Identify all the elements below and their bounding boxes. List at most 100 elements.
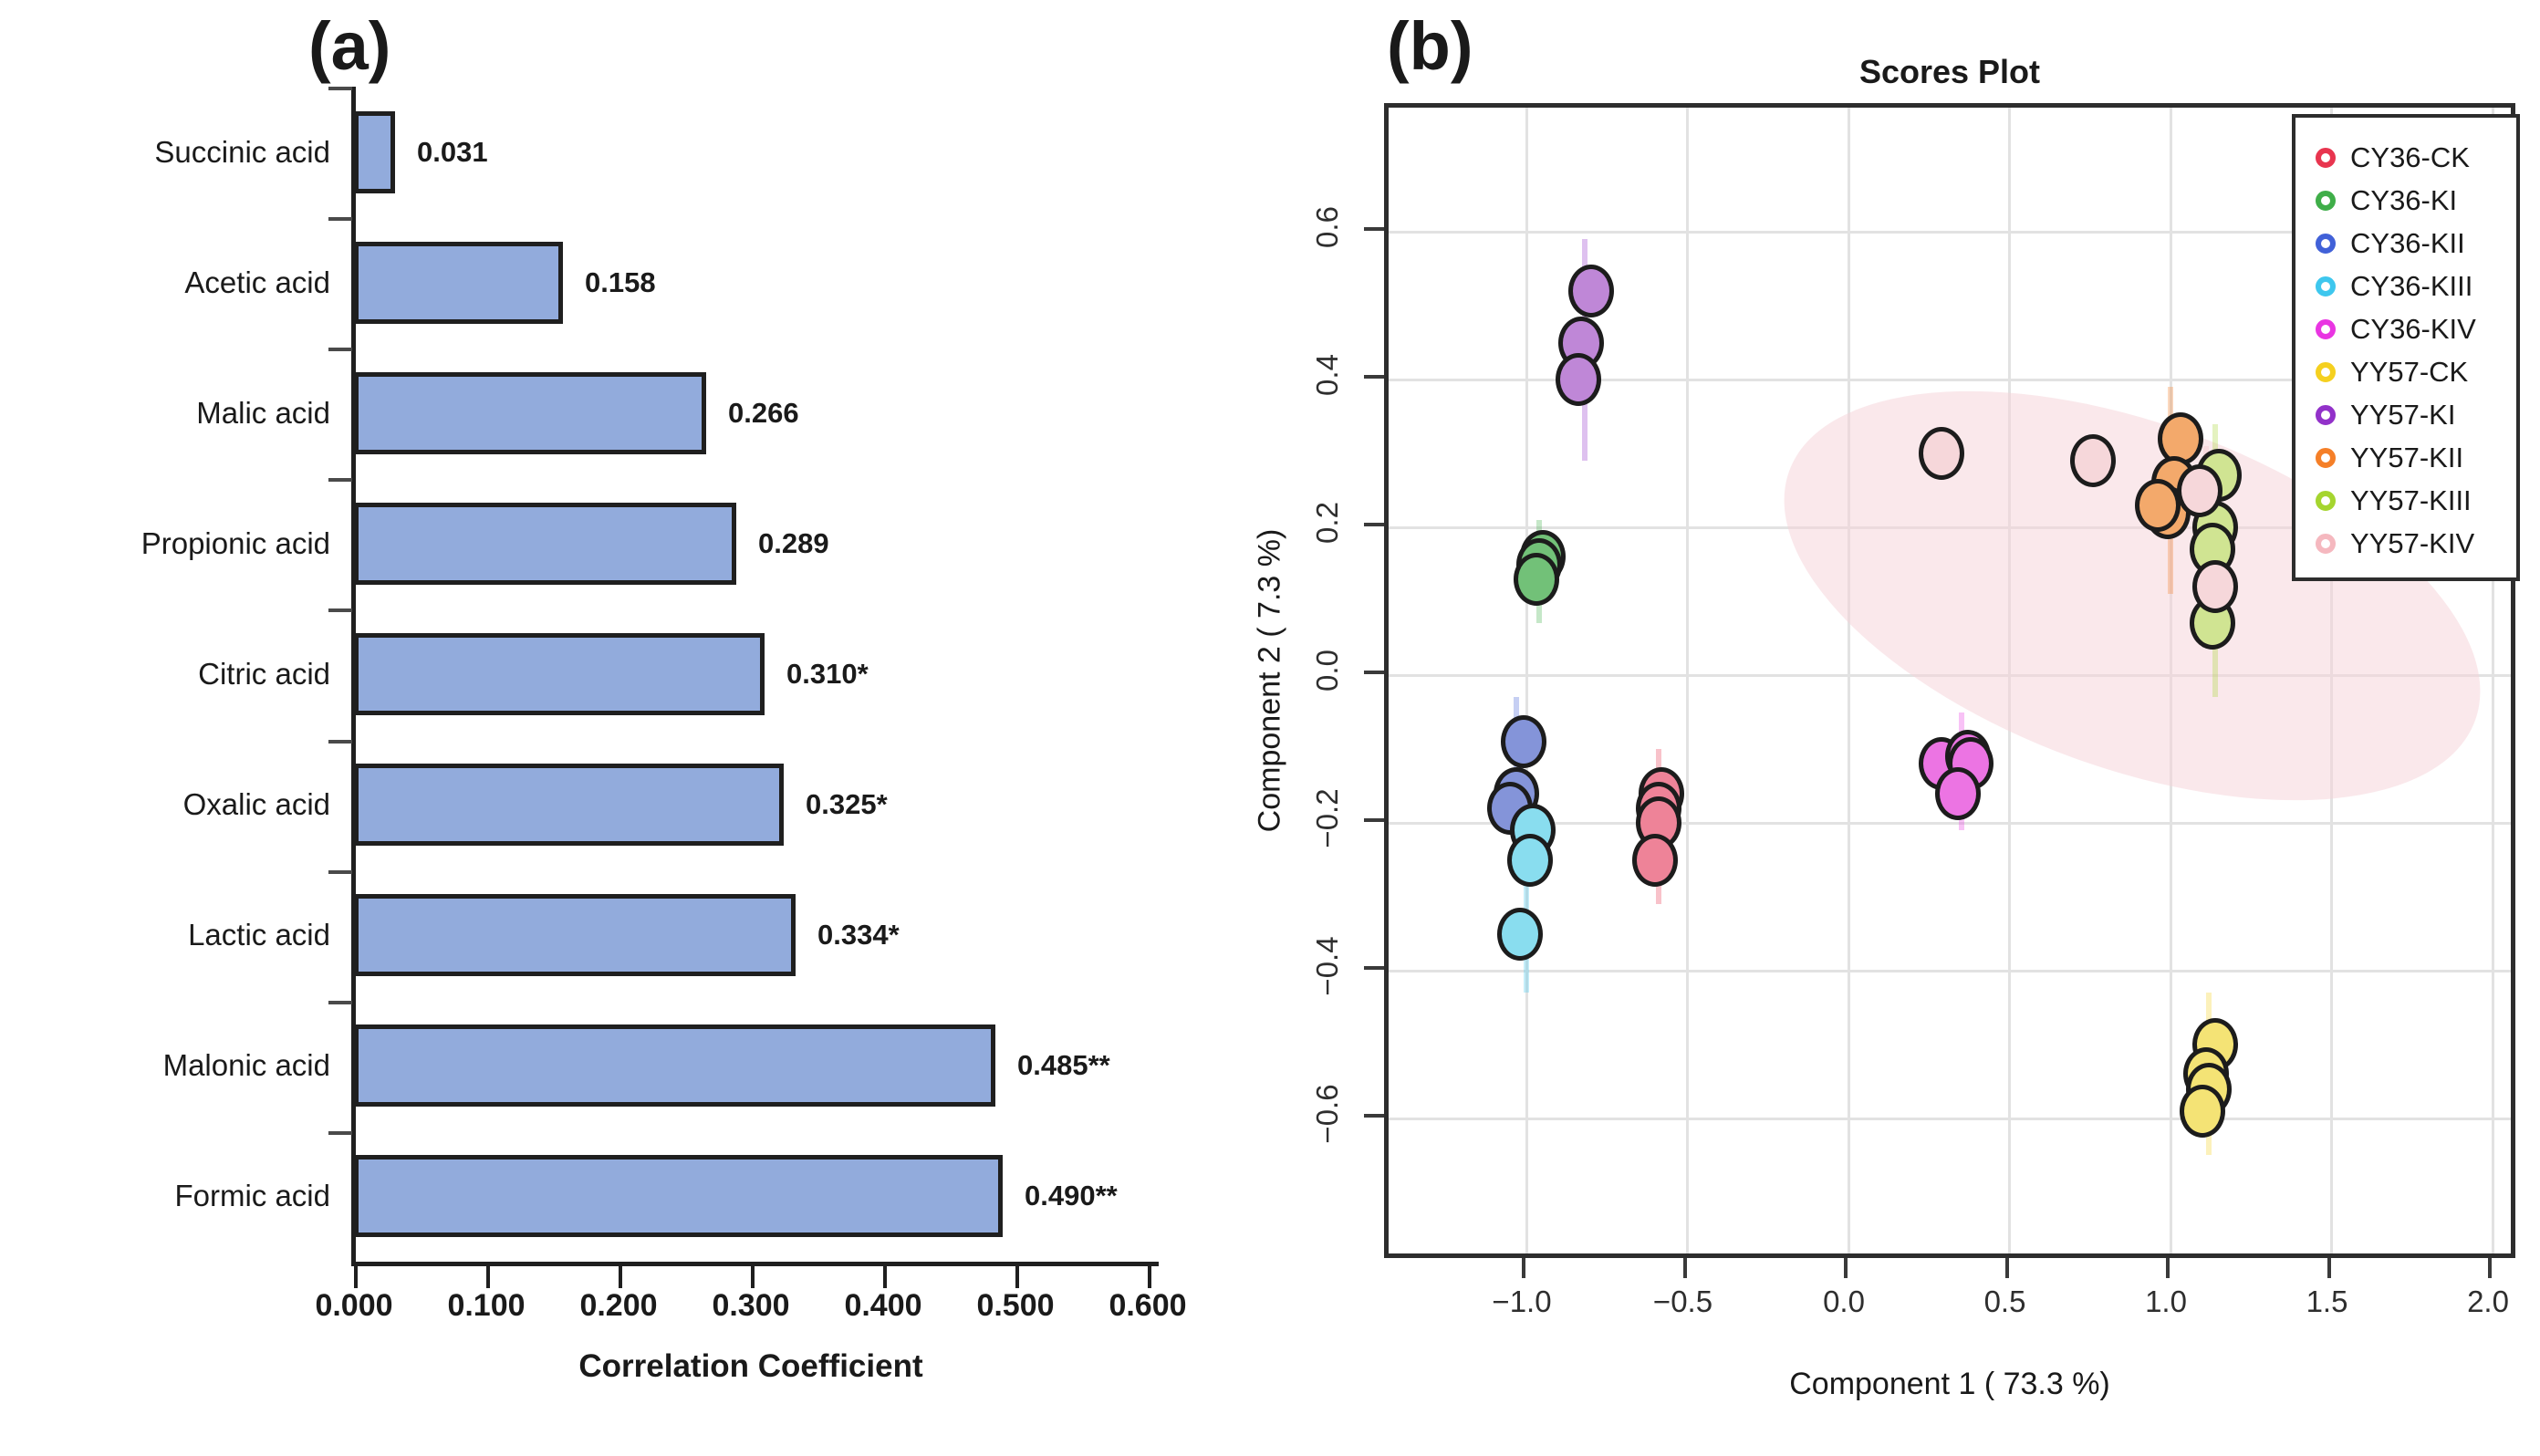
value-axis-tick-label: 0.200 (579, 1288, 658, 1323)
data-point-CY36-KIII (1496, 907, 1543, 961)
legend-ring-icon (2316, 404, 2336, 425)
value-axis-tick (619, 1266, 622, 1288)
bar-succinic-acid (354, 110, 395, 193)
legend-label: CY36-KIV (2350, 312, 2476, 345)
scatter-legend: CY36-CK CY36-KI CY36-KII CY36-KIII CY36-KIV Y… (2292, 114, 2520, 581)
scatter-x-tick-label: 0.5 (1983, 1284, 2026, 1318)
scatter-y-tick (1364, 1114, 1384, 1118)
data-point-YY57-KIV (1919, 427, 1965, 480)
data-point-YY57-KII (2134, 478, 2181, 532)
legend-item-CY36-KIII: CY36-KIII (2316, 265, 2516, 307)
scatter-x-tick-label: 2.0 (2467, 1284, 2509, 1318)
scatter-x-tick-label: 0.0 (1823, 1284, 1865, 1318)
scores-plot-title: Scores Plot (1858, 53, 2041, 90)
legend-item-CY36-KIV: CY36-KIV (2316, 307, 2516, 350)
data-point-CY36-KI (1513, 552, 1559, 606)
legend-ring-icon (2316, 147, 2336, 168)
category-axis-tick (328, 217, 352, 222)
bar-chart-category-axis (351, 87, 356, 1266)
value-axis-tick (486, 1266, 490, 1288)
gridline-vertical (1686, 108, 1689, 1253)
scatter-x-tick (1844, 1258, 1848, 1278)
scatter-x-axis-title: Component 1 ( 73.3 %) (1789, 1367, 2110, 1401)
legend-label: YY57-CK (2350, 355, 2469, 388)
legend-item-YY57-KIV: YY57-KIV (2316, 522, 2516, 565)
value-axis-tick-label: 0.400 (844, 1288, 922, 1323)
gridline-vertical (1847, 108, 1850, 1253)
bar-citric-acid (354, 633, 765, 715)
scatter-y-tick (1364, 966, 1384, 970)
category-axis-tick (328, 87, 352, 90)
scatter-plot-area (1384, 103, 2515, 1258)
bar-value-label: 0.158 (585, 265, 656, 298)
bar-chart-plot-area: 0.031 0.158 0.266 0.289 0.310* 0.325* 0.334* 0.… (354, 87, 1148, 1262)
value-axis-tick (354, 1266, 358, 1288)
scatter-x-tick-label: −0.5 (1652, 1284, 1713, 1318)
bar-category-label: Malonic acid (162, 1048, 330, 1083)
gridline-horizontal (1389, 821, 2511, 825)
bar-value-label: 0.334* (817, 919, 900, 952)
bar-malic-acid (354, 371, 706, 454)
bar-value-label: 0.031 (417, 135, 488, 168)
scatter-x-tick-label: 1.0 (2145, 1284, 2187, 1318)
bar-category-label: Malic acid (196, 395, 330, 430)
value-axis-tick (883, 1266, 887, 1288)
gridline-vertical (2491, 108, 2494, 1253)
scatter-x-tick (2327, 1258, 2331, 1278)
bar-acetic-acid (354, 241, 563, 324)
value-axis-tick-label: 0.300 (712, 1288, 790, 1323)
legend-label: CY36-KIII (2350, 269, 2473, 302)
scatter-x-tick (1522, 1258, 1525, 1278)
legend-ring-icon (2316, 190, 2336, 211)
bar-category-label: Lactic acid (188, 918, 330, 952)
bar-category-label: Oxalic acid (182, 787, 330, 822)
bar-category-label: Succinic acid (154, 134, 330, 169)
scatter-y-tick (1364, 375, 1384, 379)
legend-item-CY36-KI: CY36-KI (2316, 179, 2516, 222)
data-point-CY36-KIV (1935, 766, 1981, 820)
data-point-CY36-KIII (1506, 833, 1553, 887)
legend-item-YY57-KII: YY57-KII (2316, 436, 2516, 479)
category-axis-tick (328, 1130, 352, 1135)
legend-ring-icon (2316, 318, 2336, 339)
bar-category-label: Formic acid (174, 1179, 330, 1213)
scatter-x-tick (2488, 1258, 2492, 1278)
value-axis-tick (1015, 1266, 1019, 1288)
scatter-x-tick-label: −1.0 (1492, 1284, 1552, 1318)
category-axis-tick (328, 348, 352, 352)
data-point-YY57-KIV (2192, 559, 2239, 613)
scatter-y-axis-title: Component 2 ( 7.3 %) (1252, 528, 1287, 833)
value-axis-tick-label: 0.500 (976, 1288, 1055, 1323)
gridline-horizontal (1389, 378, 2511, 381)
data-point-CY36-KII (1500, 714, 1546, 768)
bar-chart-value-axis (351, 1262, 1159, 1266)
category-axis-tick (328, 608, 352, 613)
bar-propionic-acid (354, 502, 736, 585)
legend-label: CY36-CK (2350, 140, 2470, 173)
legend-item-CY36-KII: CY36-KII (2316, 222, 2516, 265)
data-point-YY57-KI (1567, 264, 1614, 317)
bar-category-label: Acetic acid (184, 265, 330, 299)
value-axis-tick-label: 0.000 (315, 1288, 393, 1323)
gridline-horizontal (1389, 230, 2511, 234)
bar-value-label: 0.266 (728, 396, 799, 429)
bar-chart-x-axis-title: Correlation Coefficient (578, 1348, 923, 1384)
bar-value-label: 0.289 (758, 526, 829, 559)
gridline-vertical (1525, 108, 1528, 1253)
legend-label: CY36-KII (2350, 226, 2465, 259)
scatter-y-tick (1364, 523, 1384, 526)
value-axis-tick-label: 0.100 (447, 1288, 526, 1323)
scatter-y-tick (1364, 818, 1384, 822)
scatter-y-tick-label: 0.0 (1310, 650, 1344, 692)
legend-ring-icon (2316, 276, 2336, 296)
legend-label: YY57-KII (2350, 441, 2464, 473)
value-axis-tick (1148, 1266, 1151, 1288)
bar-value-label: 0.490** (1025, 1180, 1118, 1212)
panel-a-label: (a) (308, 8, 391, 84)
scatter-y-tick-label: 0.4 (1310, 354, 1344, 396)
legend-ring-icon (2316, 233, 2336, 254)
legend-label: YY57-KIII (2350, 484, 2472, 516)
data-point-YY57-KIV (2176, 463, 2222, 517)
category-axis-tick (328, 869, 352, 874)
legend-label: YY57-KIV (2350, 526, 2475, 559)
